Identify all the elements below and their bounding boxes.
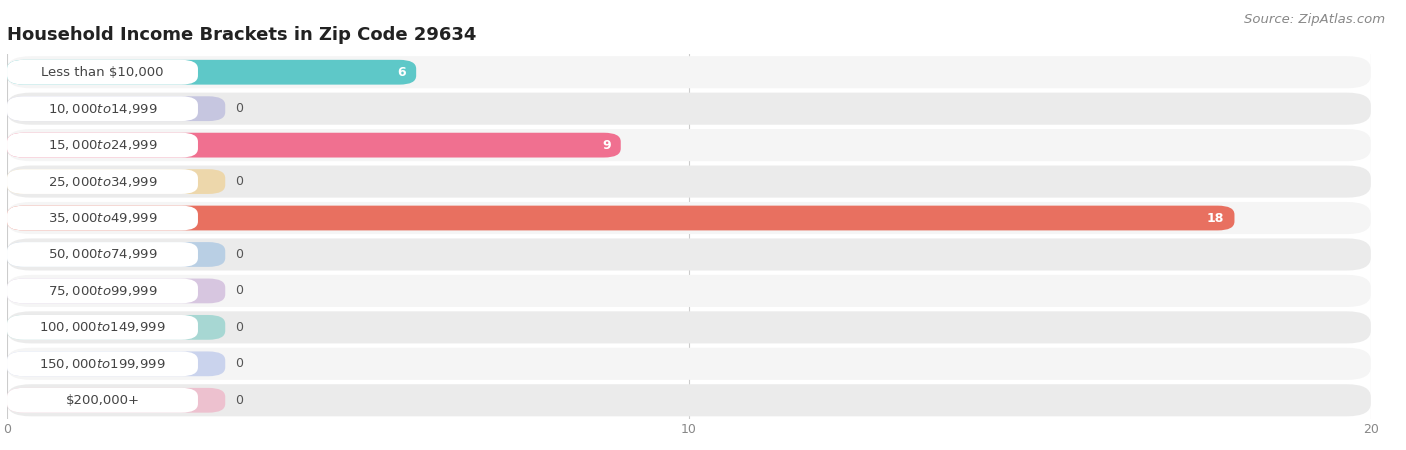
FancyBboxPatch shape [7,169,225,194]
FancyBboxPatch shape [7,315,198,340]
Text: 0: 0 [235,284,243,297]
Text: 0: 0 [235,394,243,407]
Text: Household Income Brackets in Zip Code 29634: Household Income Brackets in Zip Code 29… [7,26,477,44]
FancyBboxPatch shape [7,93,1371,125]
FancyBboxPatch shape [7,206,198,230]
Text: $10,000 to $14,999: $10,000 to $14,999 [48,102,157,116]
FancyBboxPatch shape [7,96,225,121]
Text: $50,000 to $74,999: $50,000 to $74,999 [48,248,157,261]
FancyBboxPatch shape [7,206,1234,230]
FancyBboxPatch shape [7,315,225,340]
FancyBboxPatch shape [7,129,1371,161]
FancyBboxPatch shape [7,202,1371,234]
Text: 0: 0 [235,102,243,115]
Text: 18: 18 [1206,212,1225,225]
FancyBboxPatch shape [7,60,416,85]
Text: 0: 0 [235,321,243,334]
FancyBboxPatch shape [7,351,198,376]
FancyBboxPatch shape [7,311,1371,343]
Text: $100,000 to $149,999: $100,000 to $149,999 [39,320,166,334]
Text: $150,000 to $199,999: $150,000 to $199,999 [39,357,166,371]
FancyBboxPatch shape [7,351,225,376]
Text: $200,000+: $200,000+ [66,394,139,407]
Text: Source: ZipAtlas.com: Source: ZipAtlas.com [1244,14,1385,27]
Text: $25,000 to $34,999: $25,000 to $34,999 [48,175,157,189]
FancyBboxPatch shape [7,238,1371,270]
FancyBboxPatch shape [7,275,1371,307]
FancyBboxPatch shape [7,242,225,267]
Text: $75,000 to $99,999: $75,000 to $99,999 [48,284,157,298]
Text: 0: 0 [235,357,243,370]
Text: $15,000 to $24,999: $15,000 to $24,999 [48,138,157,152]
FancyBboxPatch shape [7,133,198,158]
FancyBboxPatch shape [7,56,1371,88]
FancyBboxPatch shape [7,242,198,267]
FancyBboxPatch shape [7,166,1371,198]
FancyBboxPatch shape [7,348,1371,380]
FancyBboxPatch shape [7,133,621,158]
FancyBboxPatch shape [7,96,198,121]
FancyBboxPatch shape [7,279,198,303]
FancyBboxPatch shape [7,169,198,194]
Text: 9: 9 [602,139,610,152]
FancyBboxPatch shape [7,384,1371,416]
FancyBboxPatch shape [7,60,198,85]
Text: $35,000 to $49,999: $35,000 to $49,999 [48,211,157,225]
FancyBboxPatch shape [7,279,225,303]
FancyBboxPatch shape [7,388,225,413]
Text: Less than $10,000: Less than $10,000 [41,66,163,79]
Text: 0: 0 [235,175,243,188]
Text: 0: 0 [235,248,243,261]
Text: 6: 6 [398,66,406,79]
FancyBboxPatch shape [7,388,198,413]
